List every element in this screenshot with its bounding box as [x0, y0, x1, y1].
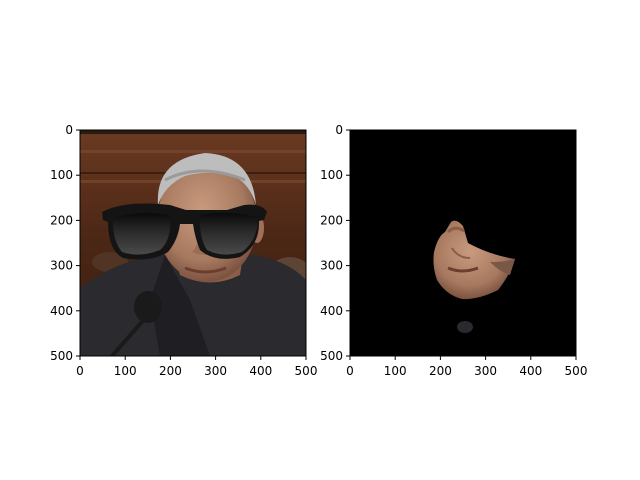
left-x-tick-label: 300: [204, 364, 227, 378]
dark-blob: [457, 321, 473, 333]
left-y-tick-label: 300: [50, 259, 73, 273]
left-y-tick-label: 500: [50, 349, 73, 363]
right-y-tick-label: 0: [335, 123, 343, 137]
right-y-tick-label: 500: [320, 349, 343, 363]
hair: [157, 153, 256, 205]
left-y-tick-label: 400: [50, 304, 73, 318]
right-x-tick-label: 300: [474, 364, 497, 378]
right-x-tick-label: 200: [429, 364, 452, 378]
right-lens: [199, 212, 258, 255]
left-lens: [112, 213, 171, 255]
left-y-tick-label: 0: [65, 123, 73, 137]
right-x-tick-label: 100: [384, 364, 407, 378]
right-x-tick-label: 400: [519, 364, 542, 378]
left-y-tick-label: 200: [50, 213, 73, 227]
left-x-tick-label: 400: [249, 364, 272, 378]
right-image: [350, 130, 576, 356]
right-y-tick-label: 100: [320, 168, 343, 182]
left-image: [80, 130, 306, 356]
right-x-tick-label: 500: [565, 364, 588, 378]
face-cutout: [433, 220, 515, 300]
right-x-tick-label: 0: [346, 364, 354, 378]
right-y-tick-label: 300: [320, 259, 343, 273]
left-y-tick-label: 100: [50, 168, 73, 182]
left-x-tick-label: 500: [295, 364, 318, 378]
left-x-tick-label: 100: [114, 364, 137, 378]
right-axes-frame: [349, 129, 577, 357]
microphone: [134, 291, 162, 323]
sunglasses: [102, 203, 267, 260]
right-y-tick-label: 200: [320, 213, 343, 227]
left-axes-frame: [79, 129, 307, 357]
left-x-tick-label: 200: [159, 364, 182, 378]
left-x-tick-label: 0: [76, 364, 84, 378]
right-y-tick-label: 400: [320, 304, 343, 318]
